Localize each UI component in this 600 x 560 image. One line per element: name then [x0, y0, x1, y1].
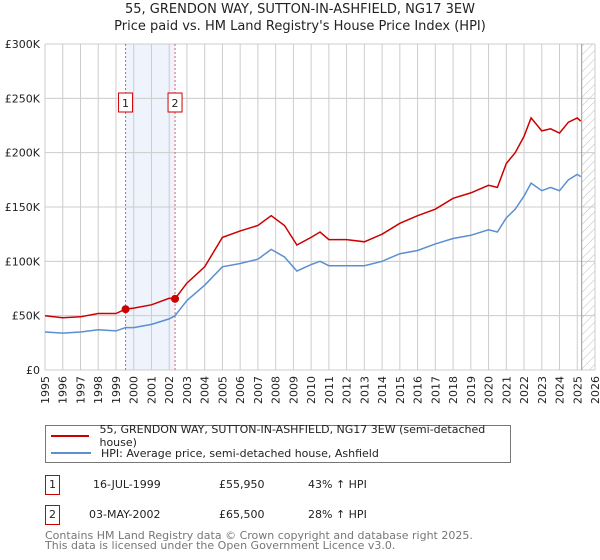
y-tick-label: £250K	[5, 92, 41, 105]
legend-label-property: 55, GRENDON WAY, SUTTON-IN-ASHFIELD, NG1…	[99, 423, 486, 449]
legend-swatch-red	[51, 435, 90, 437]
chart-subtitle: Price paid vs. HM Land Registry's House …	[114, 19, 486, 34]
x-tick-label: 2014	[376, 376, 389, 404]
x-tick-label: 2025	[571, 376, 584, 404]
plot-area: 1995 1996 1997 1998 1999 2000 2001 2002 2003 2004…	[5, 38, 600, 404]
sale-date: 16-JUL-1999	[93, 478, 161, 491]
x-tick-label: 2007	[252, 376, 265, 404]
x-tick-label: 2000	[128, 376, 141, 404]
legend: 55, GRENDON WAY, SUTTON-IN-ASHFIELD, NG1…	[45, 423, 511, 463]
x-tick-label: 2022	[518, 376, 531, 404]
sale-badge-label: 1	[122, 97, 129, 110]
sale-badge-box	[167, 92, 183, 113]
legend-item-hpi: HPI: Average price, semi-detached house,…	[46, 445, 379, 461]
x-tick-label: 2003	[181, 376, 194, 404]
sale-hpi: 28% ↑ HPI	[308, 508, 367, 521]
x-tick-label: 1995	[39, 376, 52, 404]
sale-row-2: 2 03-MAY-2002 £65,500 28% ↑ HPI	[45, 505, 445, 525]
x-tick-label: 2006	[234, 376, 247, 404]
chart-title: 55, GRENDON WAY, SUTTON-IN-ASHFIELD, NG1…	[125, 2, 475, 17]
sale-badge: 1	[45, 475, 60, 495]
sale-badge: 2	[45, 505, 60, 525]
x-tick-label: 2026	[589, 376, 600, 404]
x-tick-label: 2001	[145, 376, 158, 404]
sale-price: £65,500	[219, 508, 265, 521]
sale-badge-box	[118, 92, 134, 113]
legend-label-hpi: HPI: Average price, semi-detached house,…	[101, 446, 379, 460]
x-tick-label: 2023	[536, 376, 549, 404]
footer-line-1: Contains HM Land Registry data © Crown c…	[45, 529, 473, 542]
y-tick-label: £100K	[5, 255, 41, 268]
x-tick-label: 2010	[305, 376, 318, 404]
x-tick-label: 2005	[216, 376, 229, 404]
footer: Contains HM Land Registry data © Crown c…	[45, 529, 473, 552]
sale-date: 03-MAY-2002	[89, 508, 161, 521]
legend-swatch-blue	[51, 452, 91, 454]
y-tick-label: £300K	[5, 38, 41, 51]
footer-line-2: This data is licensed under the Open Gov…	[45, 539, 396, 552]
x-tick-label: 2013	[358, 376, 371, 404]
x-tick-label: 2017	[429, 376, 442, 404]
x-tick-label: 2008	[270, 376, 283, 404]
legend-item-property: 55, GRENDON WAY, SUTTON-IN-ASHFIELD, NG1…	[46, 423, 510, 449]
x-tick-label: 2018	[447, 376, 460, 404]
x-tick-label: 1996	[57, 376, 70, 404]
y-tick-label: £200K	[5, 147, 41, 160]
sale-row-1: 1 16-JUL-1999 £55,950 43% ↑ HPI	[45, 475, 445, 495]
x-tick-label: 2019	[465, 376, 478, 404]
x-tick-label: 2024	[554, 376, 567, 404]
x-tick-label: 1998	[92, 376, 105, 404]
sale-point	[171, 294, 180, 303]
sale-hpi: 43% ↑ HPI	[308, 478, 367, 491]
sale-point	[121, 305, 130, 314]
x-tick-label: 2015	[394, 376, 407, 404]
y-tick-label: £0	[26, 364, 40, 377]
sale-badge-label: 2	[172, 97, 179, 110]
x-tick-label: 2021	[500, 376, 513, 404]
series-line	[44, 173, 582, 334]
x-tick-label: 2020	[483, 376, 496, 404]
x-tick-label: 2011	[323, 376, 336, 404]
x-tick-label: 2009	[287, 376, 300, 404]
x-tick-label: 2004	[199, 376, 212, 404]
x-tick-label: 1999	[110, 376, 123, 404]
x-tick-label: 2016	[412, 376, 425, 404]
series-line	[44, 116, 582, 319]
x-tick-label: 2012	[341, 376, 354, 404]
x-tick-label: 1997	[74, 376, 87, 404]
y-tick-label: £50K	[12, 310, 41, 323]
y-tick-label: £150K	[5, 201, 41, 214]
sale-price: £55,950	[219, 478, 265, 491]
x-tick-label: 2002	[163, 376, 176, 404]
